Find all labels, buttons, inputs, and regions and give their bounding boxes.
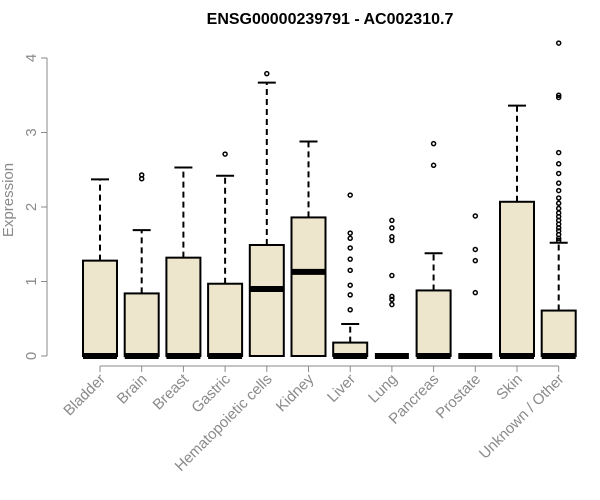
outlier-point [555, 94, 562, 101]
outlier-point [555, 228, 562, 234]
y-axis: 0 1 2 3 4 [23, 54, 48, 360]
outlier-point [555, 170, 562, 177]
outlier-point [555, 237, 562, 244]
box-iqr [415, 289, 452, 357]
y-tick-label: 0 [23, 352, 40, 360]
outlier-point [347, 256, 353, 262]
chart-title: ENSG00000239791 - AC002310.7 [207, 11, 454, 28]
outlier-point [389, 301, 395, 308]
box-iqr [165, 256, 202, 357]
y-tick-label: 3 [23, 128, 40, 136]
x-tick-label: Breast [150, 370, 193, 413]
outlier-point [347, 267, 353, 274]
outlier-point [347, 307, 353, 313]
box-iqr [82, 259, 118, 358]
outlier-point [222, 151, 228, 157]
box-group [499, 104, 535, 359]
box-group [248, 70, 285, 357]
y-tick-label: 2 [23, 203, 40, 211]
outlier-point [347, 245, 353, 251]
y-tick-label: 1 [23, 277, 40, 285]
outlier-point [389, 272, 395, 279]
outlier-point [472, 213, 479, 219]
outlier-point [555, 205, 562, 212]
outlier-point [555, 149, 562, 156]
box-group [332, 192, 369, 359]
box-group [123, 172, 160, 359]
outlier-point [555, 161, 562, 167]
outlier-point [555, 180, 562, 186]
outlier-point [389, 296, 395, 303]
y-tick-label: 4 [23, 54, 40, 62]
box-iqr [123, 292, 160, 358]
outlier-point [389, 293, 395, 300]
outlier-point [347, 292, 353, 298]
outlier-point [430, 162, 437, 169]
outlier-point [389, 234, 395, 240]
box-iqr [540, 309, 577, 357]
box-group [540, 40, 577, 359]
outlier-point [555, 187, 562, 194]
outlier-point [264, 70, 270, 77]
outlier-point [430, 140, 437, 147]
outlier-point [472, 246, 479, 253]
outlier-point [347, 282, 353, 288]
box-group [415, 140, 452, 359]
box-iqr [207, 282, 244, 357]
x-tick-label: Prostate [433, 371, 485, 423]
x-tick-label: Bladder [60, 371, 109, 420]
x-tick-label: Liver [324, 371, 359, 406]
outlier-point [347, 235, 353, 242]
outlier-point [555, 210, 562, 216]
outlier-point [138, 172, 145, 178]
outlier-point [472, 289, 479, 296]
outlier-point [555, 195, 562, 201]
x-tick-label: Brain [114, 371, 151, 408]
box-group [165, 166, 202, 359]
box-iqr [499, 200, 535, 357]
box-group [458, 213, 493, 359]
x-tick-label: Lung [365, 371, 401, 407]
x-tick-label: Skin [493, 371, 526, 404]
plot-area [82, 40, 577, 359]
box-group [290, 140, 327, 357]
outlier-point [555, 92, 562, 98]
outlier-point [389, 225, 395, 231]
outlier-point [347, 230, 353, 236]
box-group [207, 151, 244, 359]
box-group [374, 217, 409, 359]
outlier-point [555, 40, 562, 46]
box-iqr [248, 243, 285, 357]
outlier-point [555, 200, 562, 207]
box-group [82, 178, 118, 359]
outlier-point [389, 217, 395, 224]
y-axis-label: Expression [0, 163, 17, 237]
outlier-point [347, 192, 353, 198]
outlier-point [472, 257, 479, 264]
x-tick-label: Kidney [273, 370, 318, 415]
box-iqr [290, 216, 327, 357]
